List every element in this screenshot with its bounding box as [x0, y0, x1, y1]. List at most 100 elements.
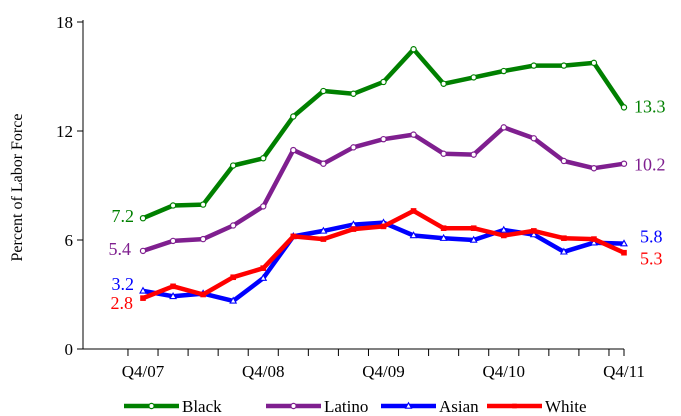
x-tick-label: Q4/11 — [603, 362, 645, 381]
data-point-white — [561, 235, 567, 241]
x-tick-label: Q4/07 — [122, 362, 165, 381]
y-tick-label: 6 — [65, 231, 74, 250]
data-point-white — [200, 291, 206, 298]
start-label-black: 7.2 — [112, 206, 135, 226]
data-point-asian — [409, 231, 418, 239]
data-point-asian — [229, 296, 238, 304]
data-point-latino — [350, 144, 357, 151]
legend-marker-asian — [404, 401, 413, 409]
data-point-white — [350, 226, 357, 232]
data-point-latino — [380, 135, 387, 143]
legend-label-asian: Asian — [439, 397, 479, 416]
y-tick-label: 18 — [56, 13, 73, 32]
legend: Black Latino Asian White — [124, 397, 587, 416]
data-point-asian — [499, 225, 508, 233]
x-tick-label: Q4/08 — [242, 362, 285, 381]
y-axis-title: Percent of Labor Force — [9, 114, 26, 262]
data-point-white — [470, 225, 477, 231]
data-point-white — [621, 249, 627, 256]
end-label-black: 13.3 — [634, 96, 666, 116]
legend-item-latino: Latino — [266, 397, 368, 416]
data-point-asian — [439, 233, 448, 241]
data-point-latino — [440, 150, 447, 157]
data-point-latino — [500, 124, 507, 131]
data-point-asian — [559, 247, 568, 255]
end-label-asian: 5.8 — [640, 227, 663, 247]
data-point-black — [229, 162, 237, 169]
data-point-black — [410, 46, 417, 53]
data-point-black — [560, 62, 568, 69]
series-latino — [139, 124, 628, 255]
data-point-asian — [620, 239, 628, 247]
data-point-black — [350, 90, 357, 97]
legend-item-white: White — [487, 397, 587, 416]
data-point-asian — [139, 286, 147, 294]
data-point-black — [260, 155, 267, 162]
end-labels: 7.2 13.3 5.4 10.2 3.2 5.8 2.8 5.3 — [109, 96, 666, 313]
data-point-white — [170, 283, 176, 290]
data-point-asian — [469, 235, 478, 243]
data-point-latino — [260, 203, 267, 210]
data-point-black — [139, 214, 147, 222]
data-point-white — [320, 236, 327, 242]
start-label-asian: 3.2 — [112, 274, 135, 294]
y-tick-label: 0 — [65, 340, 74, 359]
legend-marker-white — [512, 403, 517, 409]
data-point-latino — [320, 160, 327, 167]
data-point-latino — [169, 237, 177, 245]
data-point-black — [440, 80, 447, 87]
data-point-latino — [560, 157, 568, 165]
data-point-latino — [530, 135, 538, 142]
legend-marker-latino — [290, 402, 297, 410]
data-point-black — [500, 67, 507, 75]
data-point-asian — [349, 220, 358, 228]
end-label-white: 5.3 — [640, 249, 663, 269]
data-point-white — [140, 295, 146, 301]
legend-item-black: Black — [124, 397, 222, 416]
data-point-white — [230, 274, 236, 281]
axes: 0 6 12 18 Percent of Labor Force Q4/07 Q4/08 Q4… — [9, 13, 645, 381]
legend-label-white: White — [545, 397, 587, 416]
x-tick-label: Q4/09 — [362, 362, 405, 381]
data-point-asian — [169, 291, 177, 300]
data-point-white — [440, 225, 447, 231]
y-tick-label: 12 — [56, 122, 73, 141]
series-layer — [139, 46, 628, 304]
legend-marker-black — [148, 402, 155, 410]
x-tick-label: Q4/10 — [483, 362, 526, 381]
data-point-white — [380, 223, 387, 230]
series-black — [139, 46, 628, 222]
data-point-latino — [590, 165, 598, 172]
data-point-black — [590, 59, 598, 67]
data-point-asian — [259, 273, 268, 281]
data-point-black — [380, 78, 387, 86]
data-point-white — [531, 228, 537, 234]
data-point-asian — [529, 230, 538, 238]
end-label-latino: 10.2 — [634, 155, 666, 175]
data-point-latino — [229, 222, 237, 229]
data-point-black — [530, 62, 538, 69]
data-point-latino — [620, 160, 628, 167]
data-point-black — [199, 201, 207, 208]
data-point-latino — [139, 247, 147, 255]
data-point-latino — [290, 146, 297, 154]
data-point-black — [320, 87, 327, 95]
data-point-asian — [319, 226, 328, 234]
legend-label-black: Black — [182, 397, 222, 416]
data-point-black — [470, 74, 477, 81]
data-point-latino — [199, 235, 207, 243]
data-point-black — [620, 104, 628, 111]
series-line-black — [142, 47, 626, 221]
data-point-black — [169, 202, 177, 209]
series-white — [140, 208, 627, 301]
data-point-white — [500, 232, 507, 239]
data-point-white — [410, 208, 417, 214]
legend-label-latino: Latino — [324, 397, 368, 416]
data-point-black — [290, 113, 297, 120]
data-point-latino — [470, 151, 477, 158]
legend-item-asian: Asian — [381, 397, 479, 416]
data-point-white — [591, 236, 597, 242]
data-point-white — [260, 265, 267, 271]
data-point-white — [290, 233, 297, 240]
